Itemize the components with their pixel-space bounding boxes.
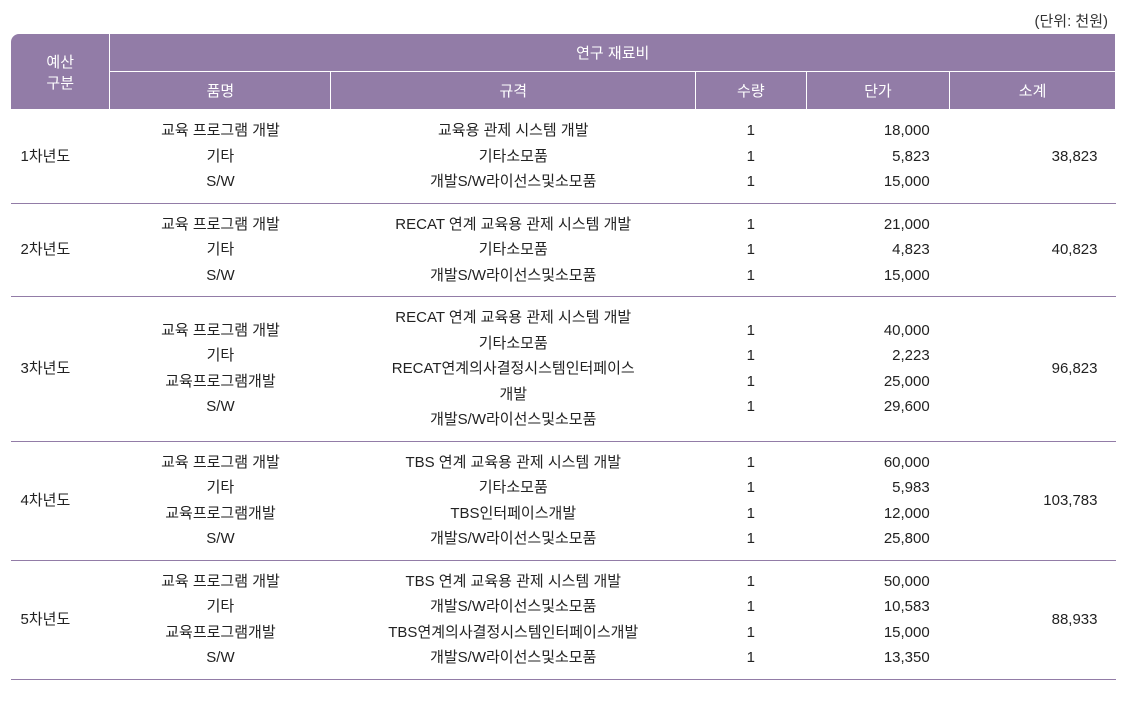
year-cell: 5차년도 (11, 560, 110, 679)
table-body: 1차년도교육 프로그램 개발기타S/W교육용 관제 시스템 개발기타소모품개발S… (11, 110, 1116, 680)
header-subtotal: 소계 (950, 72, 1116, 110)
spec-cell: TBS 연계 교육용 관제 시스템 개발기타소모품TBS인터페이스개발개발S/W… (331, 441, 696, 560)
year-cell: 2차년도 (11, 203, 110, 297)
header-spec: 규격 (331, 72, 696, 110)
year-cell: 3차년도 (11, 297, 110, 442)
budget-table: 예산구분 연구 재료비 품명 규격 수량 단가 소계 1차년도교육 프로그램 개… (10, 33, 1116, 680)
item-name-cell: 교육 프로그램 개발기타교육프로그램개발S/W (110, 560, 331, 679)
table-row: 2차년도교육 프로그램 개발기타S/WRECAT 연계 교육용 관제 시스템 개… (11, 203, 1116, 297)
qty-cell: 1111 (696, 441, 807, 560)
spec-cell: RECAT 연계 교육용 관제 시스템 개발기타소모품RECAT연계의사결정시스… (331, 297, 696, 442)
table-row: 1차년도교육 프로그램 개발기타S/W교육용 관제 시스템 개발기타소모품개발S… (11, 110, 1116, 204)
spec-cell: TBS 연계 교육용 관제 시스템 개발개발S/W라이선스및소모품TBS연계의사… (331, 560, 696, 679)
subtotal-cell: 88,933 (950, 560, 1116, 679)
subtotal-cell: 38,823 (950, 110, 1116, 204)
item-name-cell: 교육 프로그램 개발기타교육프로그램개발S/W (110, 297, 331, 442)
price-cell: 21,0004,82315,000 (806, 203, 950, 297)
price-cell: 60,0005,98312,00025,800 (806, 441, 950, 560)
header-item-name: 품명 (110, 72, 331, 110)
subtotal-cell: 96,823 (950, 297, 1116, 442)
header-materials-title: 연구 재료비 (110, 34, 1116, 72)
table-header: 예산구분 연구 재료비 품명 규격 수량 단가 소계 (11, 34, 1116, 110)
spec-cell: RECAT 연계 교육용 관제 시스템 개발기타소모품개발S/W라이선스및소모품 (331, 203, 696, 297)
qty-cell: 111 (696, 203, 807, 297)
price-cell: 50,00010,58315,00013,350 (806, 560, 950, 679)
header-unit-price: 단가 (806, 72, 950, 110)
year-cell: 1차년도 (11, 110, 110, 204)
qty-cell: 111 (696, 110, 807, 204)
table-row: 5차년도교육 프로그램 개발기타교육프로그램개발S/WTBS 연계 교육용 관제… (11, 560, 1116, 679)
year-cell: 4차년도 (11, 441, 110, 560)
price-cell: 40,0002,22325,00029,600 (806, 297, 950, 442)
price-cell: 18,0005,82315,000 (806, 110, 950, 204)
header-budget-category: 예산구분 (11, 34, 110, 110)
qty-cell: 1111 (696, 560, 807, 679)
unit-label: (단위: 천원) (10, 10, 1116, 31)
item-name-cell: 교육 프로그램 개발기타S/W (110, 110, 331, 204)
table-row: 3차년도교육 프로그램 개발기타교육프로그램개발S/WRECAT 연계 교육용 … (11, 297, 1116, 442)
item-name-cell: 교육 프로그램 개발기타S/W (110, 203, 331, 297)
spec-cell: 교육용 관제 시스템 개발기타소모품개발S/W라이선스및소모품 (331, 110, 696, 204)
table-row: 4차년도교육 프로그램 개발기타교육프로그램개발S/WTBS 연계 교육용 관제… (11, 441, 1116, 560)
item-name-cell: 교육 프로그램 개발기타교육프로그램개발S/W (110, 441, 331, 560)
header-qty: 수량 (696, 72, 807, 110)
subtotal-cell: 103,783 (950, 441, 1116, 560)
subtotal-cell: 40,823 (950, 203, 1116, 297)
qty-cell: 1111 (696, 297, 807, 442)
